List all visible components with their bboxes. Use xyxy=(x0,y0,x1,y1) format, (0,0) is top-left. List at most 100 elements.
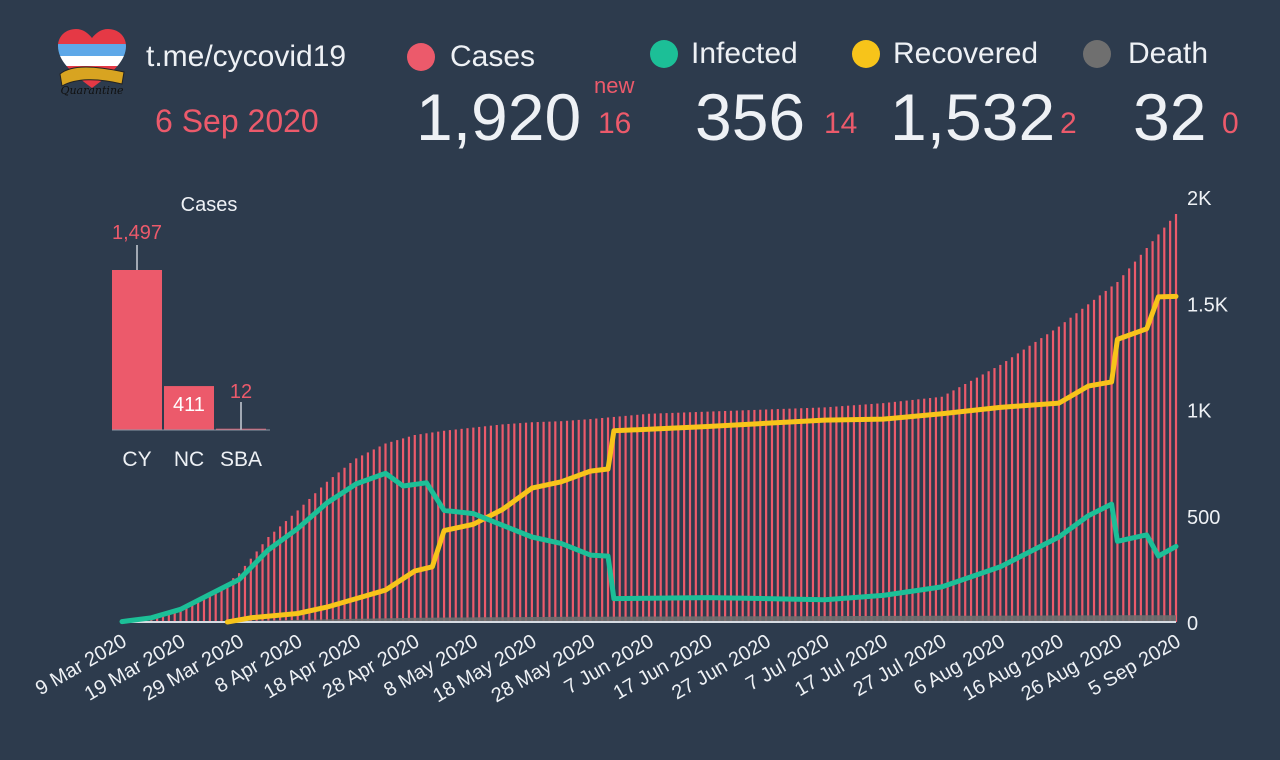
cases-bar xyxy=(571,420,574,622)
recovered-legend-label: Recovered xyxy=(893,37,1039,70)
cases-legend-label: Cases xyxy=(450,40,536,73)
cases-bar xyxy=(665,413,668,622)
cases-bar xyxy=(671,412,674,622)
region-value-label: 1,497 xyxy=(112,222,162,244)
cases-bar xyxy=(226,583,229,622)
region-category-label: CY xyxy=(122,448,151,471)
cases-bar xyxy=(823,407,826,623)
cases-bar xyxy=(1028,345,1031,622)
cases-bar xyxy=(1104,290,1107,622)
cases-bar xyxy=(694,412,697,622)
cases-bar xyxy=(390,441,393,622)
cases-bar xyxy=(870,403,873,622)
cases-bar xyxy=(712,411,715,622)
cases-bar xyxy=(876,403,879,622)
cases-bar xyxy=(975,377,979,623)
cases-bar xyxy=(255,551,258,622)
cases-bar xyxy=(1151,241,1154,622)
cases-bar xyxy=(1133,261,1137,622)
cases-bar xyxy=(284,521,288,622)
cases-bar xyxy=(167,612,170,622)
cases-bar xyxy=(202,598,206,622)
cases-total: 1,920 xyxy=(416,80,582,154)
cases-bar xyxy=(1016,353,1019,622)
cases-bar xyxy=(1005,361,1008,622)
cases-bar xyxy=(296,510,299,622)
cases-bar xyxy=(1087,304,1090,622)
cases-bar xyxy=(536,422,539,622)
cases-bar xyxy=(437,431,440,622)
new-label: new xyxy=(594,73,635,98)
cases-bar xyxy=(794,408,797,622)
cases-bar xyxy=(1163,227,1166,622)
cases-bar xyxy=(448,430,452,622)
cases-bar xyxy=(1110,286,1113,622)
cases-bar xyxy=(1069,317,1072,622)
logo-text: Quarantine xyxy=(60,84,124,97)
cases-bar xyxy=(782,408,785,622)
cases-bar xyxy=(208,595,211,622)
cases-bar xyxy=(940,396,943,622)
logo-heart-icon: Quarantine xyxy=(58,29,126,97)
cases-bar xyxy=(969,380,973,622)
y-tick-label: 500 xyxy=(1187,507,1220,529)
cases-bar xyxy=(261,544,264,622)
cases-bar xyxy=(618,416,621,622)
cases-bar xyxy=(858,404,861,622)
cases-bar xyxy=(431,432,434,622)
cases-bar xyxy=(519,423,522,622)
cases-bar xyxy=(806,408,809,622)
cases-bar xyxy=(683,412,686,622)
cases-bar xyxy=(507,423,510,622)
cases-bar xyxy=(1157,234,1160,622)
cases-bar xyxy=(981,374,984,622)
channel-link[interactable]: t.me/cycovid19 xyxy=(146,40,347,73)
infected-total: 356 xyxy=(695,80,806,154)
cases-bar xyxy=(647,413,651,622)
cases-bar xyxy=(179,608,182,622)
recovered-total: 1,532 xyxy=(890,80,1056,154)
cases-bar xyxy=(524,422,528,622)
cases-bar xyxy=(560,421,563,622)
cases-bar xyxy=(852,405,856,622)
death-new: 0 xyxy=(1222,107,1239,140)
cases-bar xyxy=(612,416,615,622)
cases-bar xyxy=(407,436,411,622)
cases-bar xyxy=(343,467,346,622)
region-category-label: NC xyxy=(174,448,204,471)
cases-bar xyxy=(396,440,399,622)
cases-bar xyxy=(530,422,533,622)
cases-bar xyxy=(489,425,492,622)
cases-bar xyxy=(589,419,592,622)
cases-bar xyxy=(565,420,569,622)
cases-bar xyxy=(478,426,481,622)
cases-bar xyxy=(337,472,340,622)
cases-bar xyxy=(846,405,850,622)
cases-bar xyxy=(688,412,692,622)
cases-bar xyxy=(759,409,762,622)
cases-bar xyxy=(384,443,387,622)
cases-bar xyxy=(1057,326,1060,623)
cases-bar xyxy=(314,493,317,622)
cases-bar xyxy=(928,398,932,622)
cases-bar xyxy=(887,402,891,622)
infected-legend-dot xyxy=(650,40,678,68)
cases-bar xyxy=(1034,341,1037,622)
cases-legend-dot xyxy=(407,43,435,71)
cases-bar xyxy=(1128,268,1131,622)
cases-new: 16 xyxy=(598,107,632,140)
cases-bar xyxy=(1174,214,1178,622)
cases-bar xyxy=(659,413,662,622)
cases-bar xyxy=(882,403,885,623)
cases-bar xyxy=(964,384,967,622)
cases-bar xyxy=(243,565,247,622)
death-legend-dot xyxy=(1083,40,1111,68)
region-bar-cy xyxy=(112,270,162,430)
cases-bar xyxy=(554,421,557,622)
cases-bar xyxy=(372,449,375,622)
cases-bar xyxy=(1139,254,1142,623)
recovered-legend-dot xyxy=(852,40,880,68)
death-legend-label: Death xyxy=(1128,37,1209,70)
y-tick-label: 1.5K xyxy=(1187,294,1229,316)
